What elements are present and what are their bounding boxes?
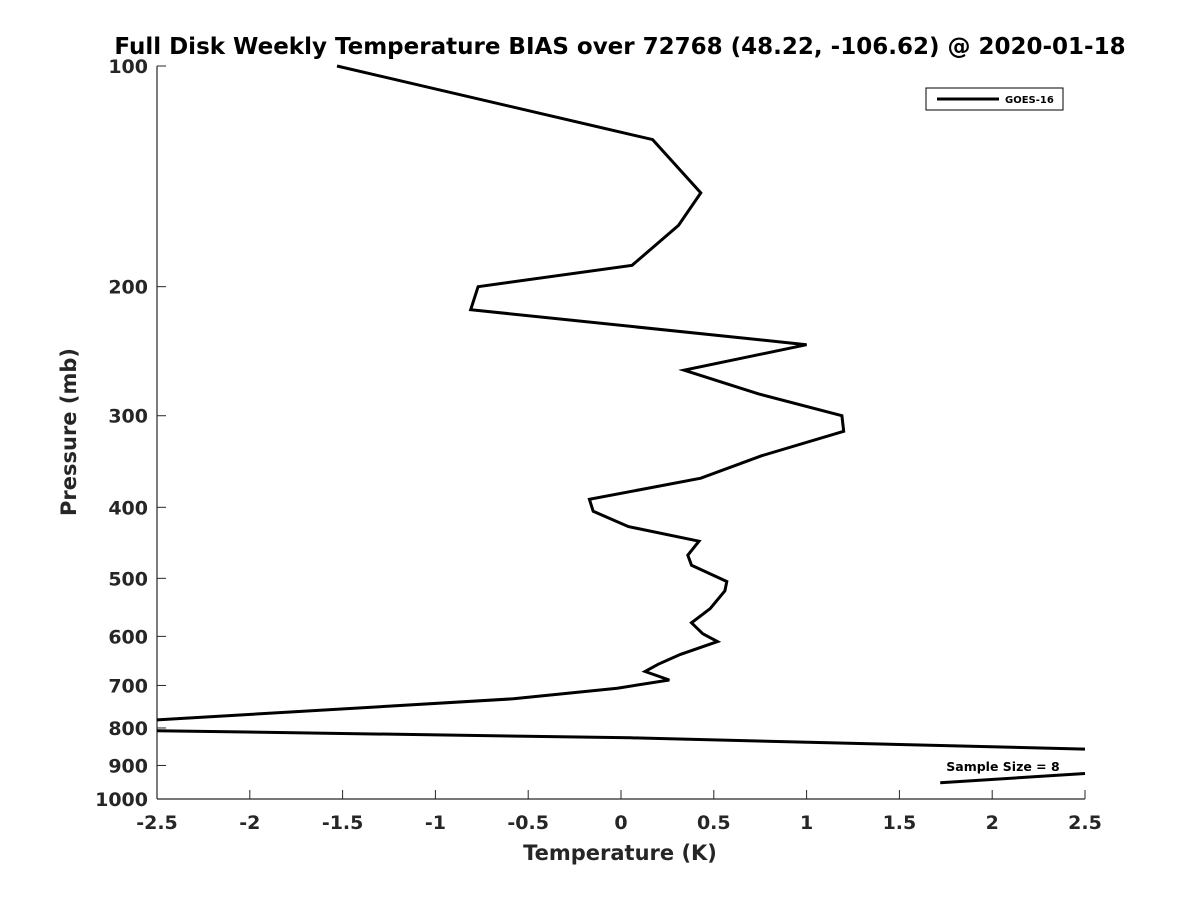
y-tick-label: 700 (108, 675, 148, 697)
series-line-goes-16 (156, 64, 1086, 785)
y-tick-label: 100 (108, 56, 148, 78)
legend-label-goes-16: GOES-16 (1005, 95, 1054, 106)
x-tick-label: 0.5 (697, 812, 731, 834)
plot-area: -2.5 -2 -1.5 -1 -0.5 0 0.5 1 1.5 2 2.5 100 200 300 40… (95, 56, 1102, 834)
y-tick-label: 200 (108, 277, 148, 299)
x-tick-label: -2.5 (136, 812, 178, 834)
y-tick-label: 600 (108, 626, 148, 648)
x-tick-label: 1 (800, 812, 813, 834)
y-tick-label: 1000 (95, 789, 148, 811)
x-tick-label: -1 (425, 812, 446, 834)
legend: GOES-16 (925, 87, 1064, 111)
series-layer (156, 64, 1086, 785)
y-tick-label: 900 (108, 755, 148, 777)
y-tick-label: 300 (108, 406, 148, 428)
y-axis-ticks: 100 200 300 400 500 600 700 800 900 1000 (95, 56, 166, 811)
x-tick-label: -2 (239, 812, 260, 834)
chart-title: Full Disk Weekly Temperature BIAS over 7… (114, 34, 1125, 60)
x-tick-label: 2 (986, 812, 999, 834)
x-axis-label: Temperature (K) (523, 841, 717, 865)
y-axis-label: Pressure (mb) (57, 348, 81, 516)
x-tick-label: -0.5 (507, 812, 549, 834)
x-tick-label: -1.5 (322, 812, 364, 834)
y-tick-label: 800 (108, 718, 148, 740)
y-tick-label: 500 (108, 568, 148, 590)
x-tick-label: 0 (614, 812, 627, 834)
x-tick-label: 1.5 (883, 812, 917, 834)
x-axis-ticks: -2.5 -2 -1.5 -1 -0.5 0 0.5 1 1.5 2 2.5 (136, 790, 1102, 834)
x-tick-label: 2.5 (1068, 812, 1102, 834)
y-tick-label: 400 (108, 497, 148, 519)
sample-size-annotation: Sample Size = 8 (946, 759, 1059, 774)
